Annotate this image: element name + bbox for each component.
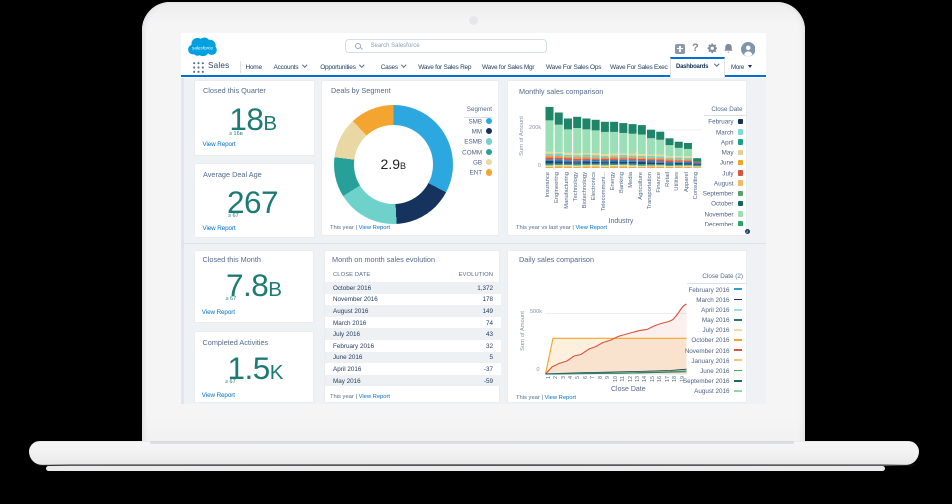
- svg-text:salesforce: salesforce: [192, 45, 213, 50]
